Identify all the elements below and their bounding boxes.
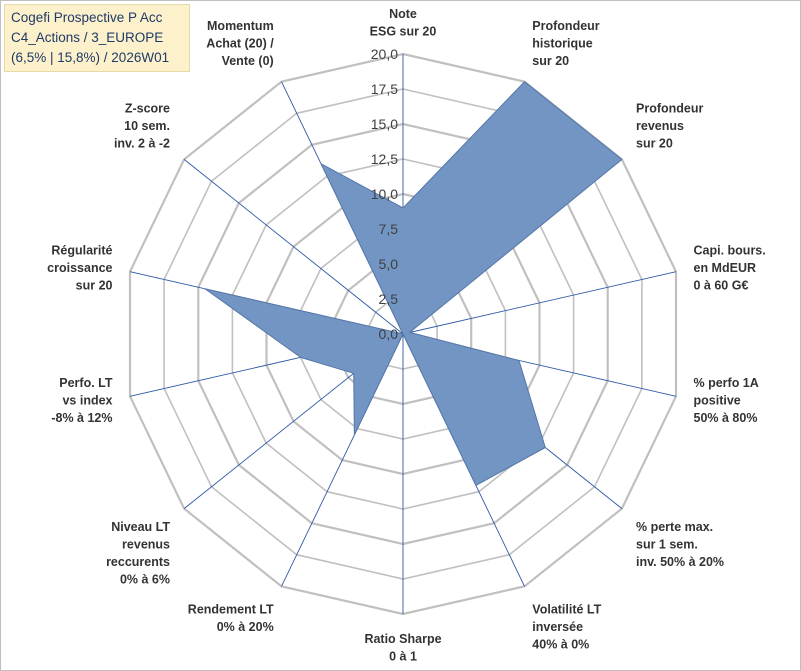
axis-label-10: Perfo. LT vs index -8% à 12% xyxy=(51,376,113,425)
axis-label-line: Profondeur xyxy=(532,19,599,33)
axis-label-line: reccurents xyxy=(106,555,170,569)
axis-label-line: 10 sem. xyxy=(124,119,170,133)
axis-label-line: % perte max. xyxy=(636,520,713,534)
tick-label-3: 7,5 xyxy=(379,221,399,237)
axis-label-13: Momentum Achat (20) / Vente (0) xyxy=(206,19,274,68)
radial-tick-labels: 0,0 2,5 5,0 7,5 10,0 12,5 15,0 17,5 20,0 xyxy=(371,46,398,342)
axis-label-line: Note xyxy=(389,7,417,21)
axis-label-line: 40% à 0% xyxy=(532,638,589,652)
axis-label-line: Volatilité LT xyxy=(532,603,601,617)
axis-label-6: Volatilité LT inversée 40% à 0% xyxy=(532,603,601,652)
axis-label-line: inv. 2 à -2 xyxy=(114,137,170,151)
tick-label-4: 10,0 xyxy=(371,186,398,202)
axis-label-line: en MdEUR xyxy=(694,261,757,275)
title-line-stats: (6,5% | 15,8%) / 2026W01 xyxy=(11,50,170,65)
axis-label-line: -8% à 12% xyxy=(51,411,112,425)
tick-label-6: 15,0 xyxy=(371,116,398,132)
tick-label-7: 17,5 xyxy=(371,81,398,97)
axis-label-line: positive xyxy=(694,394,741,408)
axis-label-line: inversée xyxy=(532,620,583,634)
axis-label-line: 0 à 60 G€ xyxy=(694,278,749,292)
axis-label-line: Ratio Sharpe xyxy=(364,632,441,646)
chart-title-box: Cogefi Prospective P Acc C4_Actions / 3_… xyxy=(4,4,190,72)
axis-label-12: Z-score 10 sem. inv. 2 à -2 xyxy=(114,102,170,151)
axis-label-line: Capi. bours. xyxy=(694,243,766,257)
axis-label-line: Régularité xyxy=(51,243,112,257)
axis-label-line: 50% à 80% xyxy=(694,411,758,425)
axis-label-line: Achat (20) / xyxy=(206,37,274,51)
axis-label-line: Vente (0) xyxy=(222,54,274,68)
axis-label-line: Profondeur xyxy=(636,102,703,116)
axis-label-line: Momentum xyxy=(207,19,274,33)
axis-label-line: 0 à 1 xyxy=(389,650,417,664)
axis-labels: Note ESG sur 20 Profondeur historique sur 20… xyxy=(47,7,766,664)
axis-label-line: Rendement LT xyxy=(188,603,274,617)
axis-label-line: sur 20 xyxy=(76,278,113,292)
tick-label-0: 0,0 xyxy=(379,326,399,342)
axis-label-line: sur 20 xyxy=(532,54,569,68)
axis-label-line: Perfo. LT xyxy=(59,376,113,390)
spoke-3 xyxy=(402,271,677,335)
axis-label-9: Niveau LT revenus reccurents 0% à 6% xyxy=(106,520,170,587)
tick-label-1: 2,5 xyxy=(379,291,399,307)
title-line-fund: Cogefi Prospective P Acc xyxy=(11,10,163,25)
axis-label-line: Niveau LT xyxy=(111,520,170,534)
axis-label-line: revenus xyxy=(122,537,170,551)
axis-label-0: Note ESG sur 20 xyxy=(370,7,437,39)
axis-label-2: Profondeur revenus sur 20 xyxy=(636,102,703,151)
series-area-0 xyxy=(204,81,623,486)
axis-label-line: historique xyxy=(532,37,592,51)
axis-label-line: sur 1 sem. xyxy=(636,537,698,551)
axis-label-line: sur 20 xyxy=(636,137,673,151)
axis-label-line: croissance xyxy=(47,261,112,275)
axis-label-7: Ratio Sharpe 0 à 1 xyxy=(364,632,441,664)
tick-label-5: 12,5 xyxy=(371,151,398,167)
axis-label-line: Z-score xyxy=(125,102,170,116)
axis-label-line: 0% à 6% xyxy=(120,572,170,586)
axis-label-11: Régularité croissance sur 20 xyxy=(47,243,112,292)
title-line-category: C4_Actions / 3_EUROPE xyxy=(11,30,164,45)
axis-label-line: revenus xyxy=(636,119,684,133)
axis-label-3: Capi. bours. en MdEUR 0 à 60 G€ xyxy=(694,243,766,292)
axis-label-line: 0% à 20% xyxy=(217,620,274,634)
tick-label-8: 20,0 xyxy=(371,46,398,62)
axis-label-line: % perfo 1A xyxy=(694,376,759,390)
axis-label-5: % perte max. sur 1 sem. inv. 50% à 20% xyxy=(636,520,724,569)
axis-label-8: Rendement LT 0% à 20% xyxy=(188,603,274,635)
axis-label-line: vs index xyxy=(62,394,112,408)
axis-label-4: % perfo 1A positive 50% à 80% xyxy=(694,376,759,425)
axis-label-line: inv. 50% à 20% xyxy=(636,555,724,569)
axis-label-line: ESG sur 20 xyxy=(370,25,437,39)
tick-label-2: 5,0 xyxy=(379,256,399,272)
spoke-12 xyxy=(183,159,404,335)
axis-label-1: Profondeur historique sur 20 xyxy=(532,19,599,68)
